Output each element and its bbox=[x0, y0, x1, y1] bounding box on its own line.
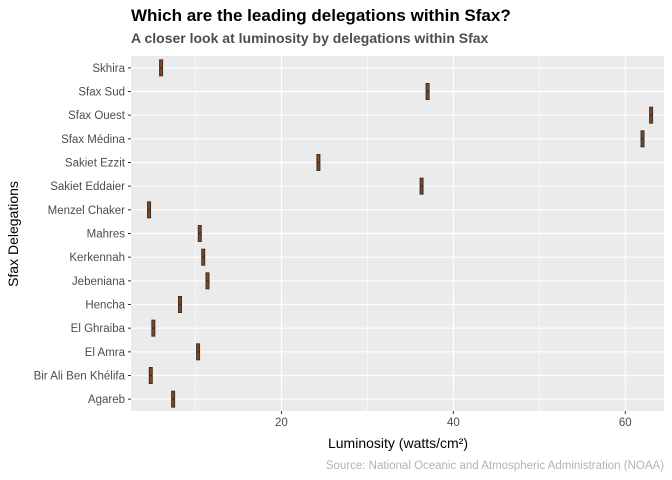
y-tick-label: Jebeniana bbox=[72, 276, 126, 288]
y-tick-label: Sakiet Ezzit bbox=[65, 158, 126, 170]
y-tick-label: Sfax Sud bbox=[78, 87, 125, 99]
y-tick-labels: Skhira Sfax Sud Sfax Ouest Sfax Médina Sakie… bbox=[34, 63, 131, 406]
y-tick-label: Sakiet Eddaier bbox=[50, 181, 125, 193]
y-axis-title: Sfax Delegations bbox=[5, 181, 21, 287]
y-tick-label: Hencha bbox=[85, 300, 125, 312]
y-tick-label: Skhira bbox=[92, 63, 125, 75]
y-tick-label: El Amra bbox=[85, 347, 126, 359]
grid-lines bbox=[131, 56, 664, 411]
y-tick-label: Sfax Médina bbox=[61, 134, 126, 146]
y-tick-label: Bir Ali Ben Khélifa bbox=[34, 371, 126, 383]
y-tick-label: Kerkennah bbox=[69, 252, 125, 264]
x-tick-label: 20 bbox=[275, 417, 288, 429]
chart-title: Which are the leading delegations within… bbox=[131, 6, 511, 25]
y-tick-label: Menzel Chaker bbox=[48, 205, 126, 217]
y-tick-label: Mahres bbox=[87, 229, 126, 241]
y-tick-label: Sfax Ouest bbox=[68, 110, 126, 122]
y-tick-label: Agareb bbox=[88, 394, 125, 406]
x-axis-title: Luminosity (watts/cm²) bbox=[328, 435, 468, 451]
x-tick-labels: 20 40 60 bbox=[275, 411, 632, 429]
x-tick-label: 40 bbox=[447, 417, 460, 429]
chart-subtitle: A closer look at luminosity by delegatio… bbox=[131, 30, 489, 46]
x-tick-label: 60 bbox=[619, 417, 632, 429]
y-tick-label: El Ghraiba bbox=[71, 323, 126, 335]
caption: Source: National Oceanic and Atmospheric… bbox=[326, 460, 664, 472]
box-marks bbox=[147, 59, 654, 408]
